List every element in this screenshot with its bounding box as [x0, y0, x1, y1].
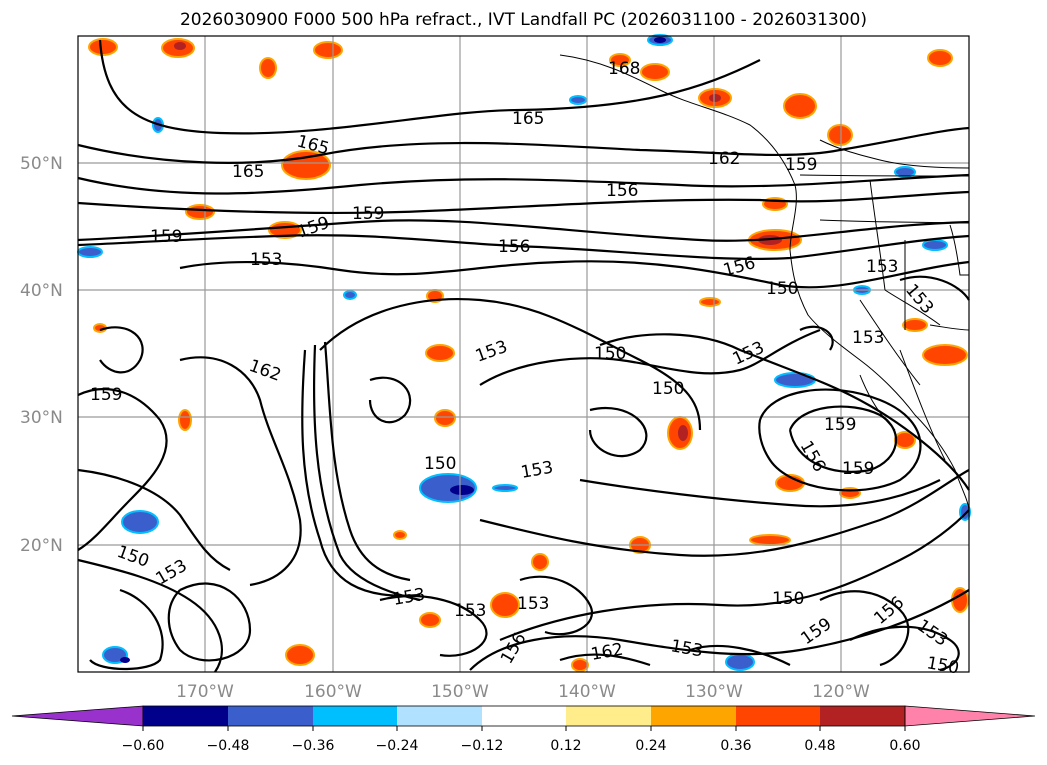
colorbar-tick-label: 0.36 — [720, 738, 751, 754]
contour-label: 153 — [901, 280, 937, 318]
neg-shading-strong — [120, 37, 666, 663]
colorbar-segment — [566, 706, 651, 726]
map-frame — [77, 35, 970, 673]
contour-label: 153 — [669, 636, 704, 661]
pos-shading — [88, 38, 969, 672]
chart-title: 2026030900 F000 500 hPa refract., IVT La… — [179, 10, 867, 30]
colorbar-tick-label: −0.12 — [461, 738, 504, 754]
contour-label: 156 — [796, 438, 830, 476]
contour-label: 153 — [730, 338, 768, 370]
lon-tick-label: 150°W — [431, 682, 489, 702]
lat-tick-label: 40°N — [20, 281, 63, 301]
contour-label: 165 — [232, 162, 264, 182]
contour-label: 168 — [608, 59, 640, 79]
contour-label: 150 — [772, 589, 804, 609]
contour-label: 153 — [852, 328, 884, 348]
colorbar-tick-label: 0.60 — [889, 738, 920, 754]
contour-label: 150 — [766, 279, 798, 299]
colorbar-segment — [651, 706, 736, 726]
contour-label: 162 — [246, 356, 283, 386]
contour-label: 156 — [498, 237, 530, 257]
colorbar-tick-label: 0.12 — [550, 738, 581, 754]
contour-label: 162 — [708, 149, 740, 169]
contour-label: 150 — [594, 344, 626, 364]
colorbar-segment — [904, 705, 1036, 727]
contour-label: 153 — [391, 585, 426, 610]
colorbar-tick-label: 0.48 — [804, 738, 835, 754]
contour-label: 150 — [925, 653, 960, 678]
contour-label: 159 — [824, 415, 856, 435]
colorbar-tick-label: −0.36 — [292, 738, 335, 754]
shading-layer — [77, 34, 971, 672]
pos-shading-strong — [174, 42, 782, 441]
contour-label: 150 — [114, 542, 151, 572]
colorbar-segment — [736, 706, 820, 726]
lat-tick-label: 30°N — [20, 408, 63, 428]
contour-label: 150 — [424, 454, 456, 474]
contour-label: 150 — [652, 379, 684, 399]
contour-label: 153 — [866, 257, 898, 277]
coastlines — [559, 54, 970, 511]
contour-label: 159 — [352, 204, 384, 224]
contour-label: 159 — [150, 227, 182, 247]
contour-label: 156 — [721, 253, 758, 281]
contour-label: 159 — [785, 155, 817, 175]
contour-label: 156 — [497, 629, 531, 667]
colorbar: −0.60 −0.48 −0.36 −0.24 −0.12 0.12 0.24 … — [11, 705, 1036, 754]
contour-label: 153 — [454, 601, 486, 621]
colorbar-tick-label: −0.60 — [122, 738, 165, 754]
contour-label: 156 — [606, 181, 638, 201]
lon-tick-label: 140°W — [558, 682, 616, 702]
colorbar-segment — [397, 706, 482, 726]
colorbar-tick-label: −0.24 — [376, 738, 419, 754]
contour-label: 159 — [90, 385, 122, 405]
colorbar-segment — [228, 706, 313, 726]
lon-tick-label: 130°W — [685, 682, 743, 702]
lat-tick-labels: 20°N 30°N 40°N 50°N — [20, 154, 63, 556]
contour-label: 159 — [295, 213, 332, 243]
lat-tick-label: 50°N — [20, 154, 63, 174]
colorbar-segment — [143, 706, 228, 726]
contour-label: 162 — [589, 640, 624, 665]
contour-label: 153 — [473, 337, 510, 367]
lon-tick-label: 120°W — [812, 682, 870, 702]
contour-lines — [77, 39, 970, 673]
colorbar-segment — [482, 706, 566, 726]
contour-label: 159 — [842, 459, 874, 479]
contour-label: 153 — [519, 458, 554, 483]
colorbar-segment — [313, 706, 397, 726]
contour-label: 165 — [512, 109, 544, 129]
colorbar-tick-label: 0.24 — [635, 738, 666, 754]
contour-label: 153 — [913, 616, 951, 651]
colorbar-ticks — [142, 726, 906, 731]
contour-label: 153 — [250, 250, 282, 270]
colorbar-segment — [820, 706, 905, 726]
colorbar-tick-label: −0.48 — [207, 738, 250, 754]
colorbar-segment — [11, 705, 144, 727]
lon-tick-labels: 170°W 160°W 150°W 140°W 130°W 120°W — [176, 682, 870, 702]
lat-tick-label: 20°N — [20, 536, 63, 556]
lon-tick-label: 160°W — [304, 682, 362, 702]
contour-label: 153 — [517, 594, 549, 614]
lon-tick-label: 170°W — [176, 682, 234, 702]
